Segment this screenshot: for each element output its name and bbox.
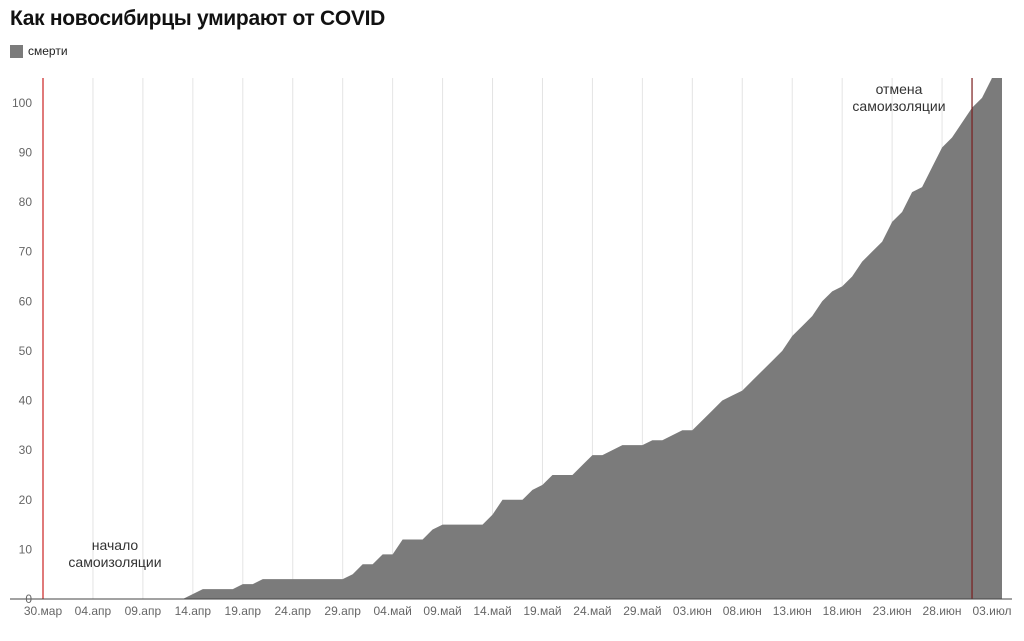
legend-label: смерти bbox=[28, 44, 68, 58]
chart-title: Как новосибирцы умирают от COVID bbox=[10, 7, 385, 30]
x-tick-label: 30.мар bbox=[24, 604, 63, 618]
x-tick-label: 24.апр bbox=[274, 604, 311, 618]
x-tick-label: 29.апр bbox=[324, 604, 361, 618]
x-tick-label: 24.май bbox=[573, 604, 611, 618]
annotation-end-line2: самоизоляции bbox=[852, 98, 945, 114]
x-tick-label: 14.май bbox=[473, 604, 511, 618]
x-tick-label: 03.июл bbox=[972, 604, 1011, 618]
x-tick-label: 08.июн bbox=[723, 604, 762, 618]
label-layer: 30.мар 04.апр 09.апр 14.апр 19.апр 24.апр 29.а… bbox=[12, 81, 1012, 618]
x-tick-label: 18.июн bbox=[823, 604, 862, 618]
x-tick-label: 03.июн bbox=[673, 604, 712, 618]
x-tick-label: 04.май bbox=[373, 604, 411, 618]
y-tick-label: 30 bbox=[19, 443, 33, 457]
y-tick-label: 90 bbox=[19, 145, 33, 159]
y-tick-label: 20 bbox=[19, 493, 33, 507]
annotation-end-line1: отмена bbox=[876, 81, 923, 97]
area-layer bbox=[43, 78, 1002, 599]
y-tick-label: 0 bbox=[25, 592, 32, 606]
x-tick-label: 19.апр bbox=[225, 604, 262, 618]
y-tick-label: 10 bbox=[19, 542, 33, 556]
y-tick-label: 50 bbox=[19, 344, 33, 358]
legend: смерти bbox=[10, 44, 68, 58]
x-tick-label: 14.апр bbox=[175, 604, 212, 618]
marker-layer bbox=[42, 78, 973, 599]
legend-swatch bbox=[10, 44, 23, 58]
x-tick-label: 09.апр bbox=[125, 604, 162, 618]
x-tick-label: 04.апр bbox=[75, 604, 112, 618]
x-tick-label: 29.май bbox=[623, 604, 661, 618]
x-tick-label: 19.май bbox=[523, 604, 561, 618]
y-tick-label: 80 bbox=[19, 195, 33, 209]
x-tick-label: 28.июн bbox=[923, 604, 962, 618]
annotation-start-line2: самоизоляции bbox=[68, 554, 161, 570]
x-tick-label: 23.июн bbox=[873, 604, 912, 618]
y-tick-label: 60 bbox=[19, 294, 33, 308]
x-tick-label: 09.май bbox=[423, 604, 461, 618]
y-tick-label: 70 bbox=[19, 245, 33, 259]
x-tick-label: 13.июн bbox=[773, 604, 812, 618]
y-tick-label: 40 bbox=[19, 394, 33, 408]
area-series-смерти bbox=[43, 78, 1002, 599]
y-tick-label: 100 bbox=[12, 96, 32, 110]
annotation-start-line1: начало bbox=[92, 537, 139, 553]
